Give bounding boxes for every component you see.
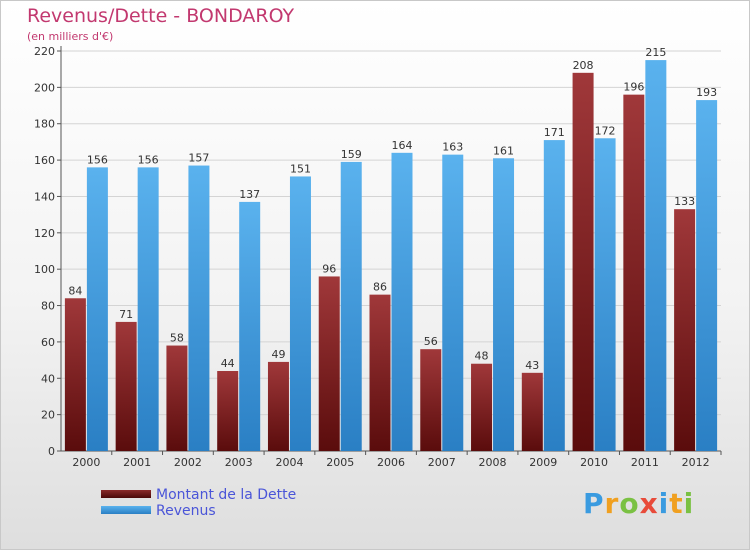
data-label-dette: 49 bbox=[271, 348, 285, 361]
logo-letter: i bbox=[658, 487, 670, 520]
logo-letter: i bbox=[683, 487, 695, 520]
x-tick-label: 2008 bbox=[479, 456, 507, 469]
bar-revenus bbox=[239, 201, 261, 451]
data-label-dette: 58 bbox=[170, 332, 184, 345]
data-label-revenus: 164 bbox=[392, 139, 413, 152]
proxiti-logo: Proxiti bbox=[583, 487, 694, 520]
bar-revenus bbox=[188, 165, 210, 451]
data-label-revenus: 157 bbox=[188, 152, 209, 165]
legend-swatch-debt bbox=[101, 490, 151, 498]
bar-revenus bbox=[442, 154, 464, 452]
logo-letter: x bbox=[639, 487, 659, 520]
logo-letter: P bbox=[583, 487, 605, 520]
data-label-dette: 96 bbox=[322, 262, 336, 275]
bar-revenus bbox=[340, 161, 362, 451]
logo-letter: t bbox=[669, 487, 684, 520]
data-label-dette: 56 bbox=[424, 335, 438, 348]
x-tick-label: 2010 bbox=[580, 456, 608, 469]
data-label-revenus: 151 bbox=[290, 162, 311, 175]
x-tick-label: 2012 bbox=[682, 456, 710, 469]
legend-label-revenus: Revenus bbox=[156, 503, 216, 519]
data-label-dette: 44 bbox=[221, 357, 235, 370]
data-label-dette: 196 bbox=[623, 81, 644, 94]
y-tick-label: 40 bbox=[41, 372, 55, 385]
bar-revenus bbox=[645, 60, 667, 451]
data-label-revenus: 159 bbox=[341, 148, 362, 161]
data-label-revenus: 161 bbox=[493, 144, 514, 157]
bar-revenus bbox=[137, 167, 159, 451]
legend-label-debt: Montant de la Dette bbox=[156, 487, 297, 503]
data-label-dette: 208 bbox=[573, 59, 594, 72]
data-label-revenus: 163 bbox=[442, 141, 463, 154]
data-label-revenus: 215 bbox=[645, 46, 666, 59]
data-labels: 84 156 71 156 58 157 44 137 49 151 96 159 86 164 56 163… bbox=[68, 46, 717, 372]
bar-dette bbox=[267, 361, 289, 451]
bar-dette bbox=[115, 321, 137, 451]
bar-revenus bbox=[696, 100, 718, 451]
x-tick-label: 2000 bbox=[72, 456, 100, 469]
data-label-revenus: 156 bbox=[87, 153, 108, 166]
bar-revenus bbox=[289, 176, 311, 452]
x-tick-label: 2005 bbox=[326, 456, 354, 469]
bar-dette bbox=[64, 298, 86, 451]
bar-dette bbox=[623, 94, 645, 452]
y-tick-label: 80 bbox=[41, 300, 55, 313]
y-tick-label: 0 bbox=[48, 445, 55, 458]
data-label-revenus: 193 bbox=[696, 86, 717, 99]
bar-dette bbox=[420, 349, 442, 451]
bar-dette bbox=[572, 72, 594, 452]
y-tick-label: 140 bbox=[34, 190, 55, 203]
y-tick-label: 100 bbox=[34, 263, 55, 276]
logo-letter: r bbox=[604, 487, 620, 520]
bar-revenus bbox=[594, 138, 616, 452]
y-tick-label: 200 bbox=[34, 81, 55, 94]
x-tick-label: 2004 bbox=[275, 456, 303, 469]
bar-revenus bbox=[493, 158, 515, 452]
bar-dette bbox=[674, 209, 696, 451]
axes: 0 20 40 60 80 100 120 140 160 180 200 220 2000 2001 20… bbox=[34, 45, 722, 469]
data-label-dette: 48 bbox=[475, 350, 489, 363]
bar-dette bbox=[318, 276, 340, 451]
logo-letter: o bbox=[619, 487, 640, 520]
data-label-dette: 84 bbox=[68, 284, 82, 297]
y-tick-label: 120 bbox=[34, 227, 55, 240]
bar-dette bbox=[217, 371, 239, 451]
y-tick-label: 20 bbox=[41, 409, 55, 422]
data-label-revenus: 172 bbox=[595, 124, 616, 137]
data-label-dette: 86 bbox=[373, 281, 387, 294]
x-tick-label: 2006 bbox=[377, 456, 405, 469]
bar-revenus bbox=[391, 152, 413, 451]
data-label-revenus: 171 bbox=[544, 126, 565, 139]
bar-revenus bbox=[86, 167, 108, 451]
x-tick-label: 2009 bbox=[529, 456, 557, 469]
legend-swatch-revenus bbox=[101, 506, 151, 514]
bar-dette bbox=[521, 372, 543, 451]
data-label-revenus: 137 bbox=[239, 188, 260, 201]
y-tick-label: 220 bbox=[34, 45, 55, 58]
bar-revenus bbox=[543, 140, 565, 451]
bar-dette bbox=[369, 294, 391, 451]
x-tick-label: 2001 bbox=[123, 456, 151, 469]
x-tick-label: 2011 bbox=[631, 456, 659, 469]
data-label-revenus: 156 bbox=[138, 153, 159, 166]
bar-dette bbox=[471, 363, 493, 451]
y-tick-label: 160 bbox=[34, 154, 55, 167]
chart-subtitle: (en milliers d'€) bbox=[27, 30, 114, 43]
chart-title: Revenus/Dette - BONDAROY bbox=[27, 5, 295, 27]
y-tick-label: 180 bbox=[34, 118, 55, 131]
data-label-dette: 43 bbox=[525, 359, 539, 372]
bar-dette bbox=[166, 345, 188, 451]
grid-lines bbox=[61, 50, 721, 452]
bars bbox=[64, 60, 718, 452]
data-label-dette: 71 bbox=[119, 308, 133, 321]
x-tick-label: 2003 bbox=[225, 456, 253, 469]
x-tick-label: 2002 bbox=[174, 456, 202, 469]
x-tick-label: 2007 bbox=[428, 456, 456, 469]
data-label-dette: 133 bbox=[674, 195, 695, 208]
y-tick-label: 60 bbox=[41, 336, 55, 349]
